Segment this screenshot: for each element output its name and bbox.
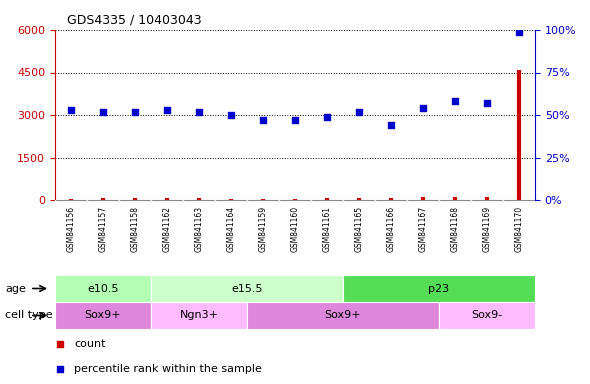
Text: Ngn3+: Ngn3+ bbox=[179, 311, 218, 321]
Text: Sox9-: Sox9- bbox=[471, 311, 503, 321]
Bar bbox=[439, 302, 535, 329]
Text: GSM841169: GSM841169 bbox=[483, 206, 491, 252]
Text: Sox9+: Sox9+ bbox=[324, 311, 361, 321]
Bar bbox=[151, 302, 247, 329]
Text: cell type: cell type bbox=[5, 311, 53, 321]
Point bbox=[322, 114, 332, 120]
Text: count: count bbox=[74, 339, 106, 349]
Point bbox=[162, 107, 172, 113]
Point bbox=[482, 100, 491, 106]
Bar bbox=[151, 275, 343, 302]
Text: GSM841170: GSM841170 bbox=[514, 206, 523, 252]
Point bbox=[450, 98, 460, 104]
Point bbox=[194, 109, 204, 115]
Point bbox=[514, 29, 524, 35]
Bar bbox=[343, 275, 535, 302]
Bar bbox=[55, 302, 151, 329]
Bar bbox=[55, 275, 151, 302]
Text: GSM841159: GSM841159 bbox=[258, 206, 267, 252]
Point bbox=[130, 109, 140, 115]
Point bbox=[227, 112, 236, 118]
Point bbox=[290, 117, 300, 123]
Text: percentile rank within the sample: percentile rank within the sample bbox=[74, 364, 262, 374]
Text: GDS4335 / 10403043: GDS4335 / 10403043 bbox=[67, 13, 201, 26]
Text: GSM841161: GSM841161 bbox=[323, 206, 332, 252]
Text: GSM841162: GSM841162 bbox=[162, 206, 172, 252]
Bar bbox=[247, 302, 439, 329]
Text: GSM841156: GSM841156 bbox=[67, 206, 76, 252]
Text: e15.5: e15.5 bbox=[231, 283, 263, 293]
Text: GSM841165: GSM841165 bbox=[355, 206, 363, 252]
Point bbox=[418, 105, 428, 111]
Text: GSM841163: GSM841163 bbox=[195, 206, 204, 252]
Text: GSM841158: GSM841158 bbox=[130, 206, 139, 252]
Text: p23: p23 bbox=[428, 283, 450, 293]
Point bbox=[354, 109, 363, 115]
Point bbox=[55, 366, 64, 372]
Point bbox=[66, 107, 76, 113]
Point bbox=[386, 122, 396, 128]
Text: GSM841166: GSM841166 bbox=[386, 206, 395, 252]
Text: GSM841164: GSM841164 bbox=[227, 206, 235, 252]
Text: GSM841157: GSM841157 bbox=[99, 206, 107, 252]
Text: GSM841168: GSM841168 bbox=[451, 206, 460, 252]
Text: Sox9+: Sox9+ bbox=[85, 311, 122, 321]
Text: e10.5: e10.5 bbox=[87, 283, 119, 293]
Text: GSM841160: GSM841160 bbox=[290, 206, 300, 252]
Point bbox=[258, 117, 268, 123]
Point bbox=[55, 341, 64, 348]
Text: GSM841167: GSM841167 bbox=[418, 206, 428, 252]
Point bbox=[99, 109, 108, 115]
Text: age: age bbox=[5, 283, 26, 293]
